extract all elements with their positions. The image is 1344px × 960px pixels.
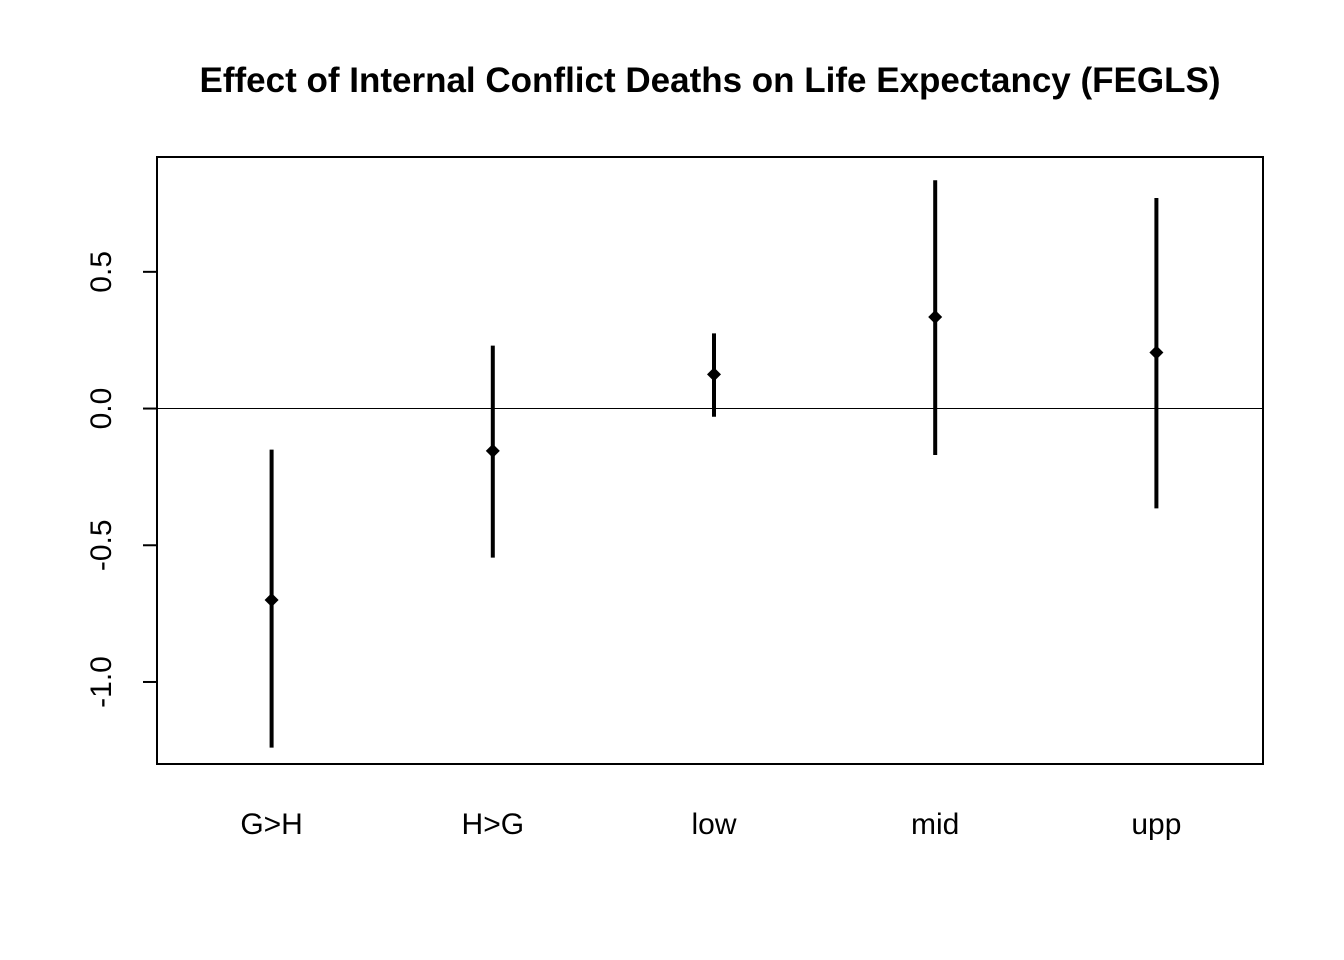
x-axis: G>H H>G low mid upp [240,808,1181,841]
x-tick-label: G>H [240,808,303,841]
y-tick-label: 0.5 [85,251,118,293]
x-tick-label: low [691,808,736,841]
point-estimate [1149,345,1164,360]
x-tick-label: upp [1131,808,1181,841]
plot-frame [156,156,1264,765]
y-tick-label: -1.0 [85,656,118,708]
point-estimate [264,592,279,607]
y-tick-label: 0.0 [85,388,118,430]
data-marks [264,180,1164,748]
point-estimate [485,443,500,458]
x-tick-label: H>G [462,808,525,841]
x-tick-label: mid [911,808,959,841]
point-estimate [928,309,943,324]
point-estimate [707,367,721,382]
y-axis: -1.0 -0.5 0.0 0.5 [85,251,157,708]
chart-title: Effect of Internal Conflict Deaths on Li… [200,61,1221,100]
y-tick-label: -0.5 [85,519,118,571]
